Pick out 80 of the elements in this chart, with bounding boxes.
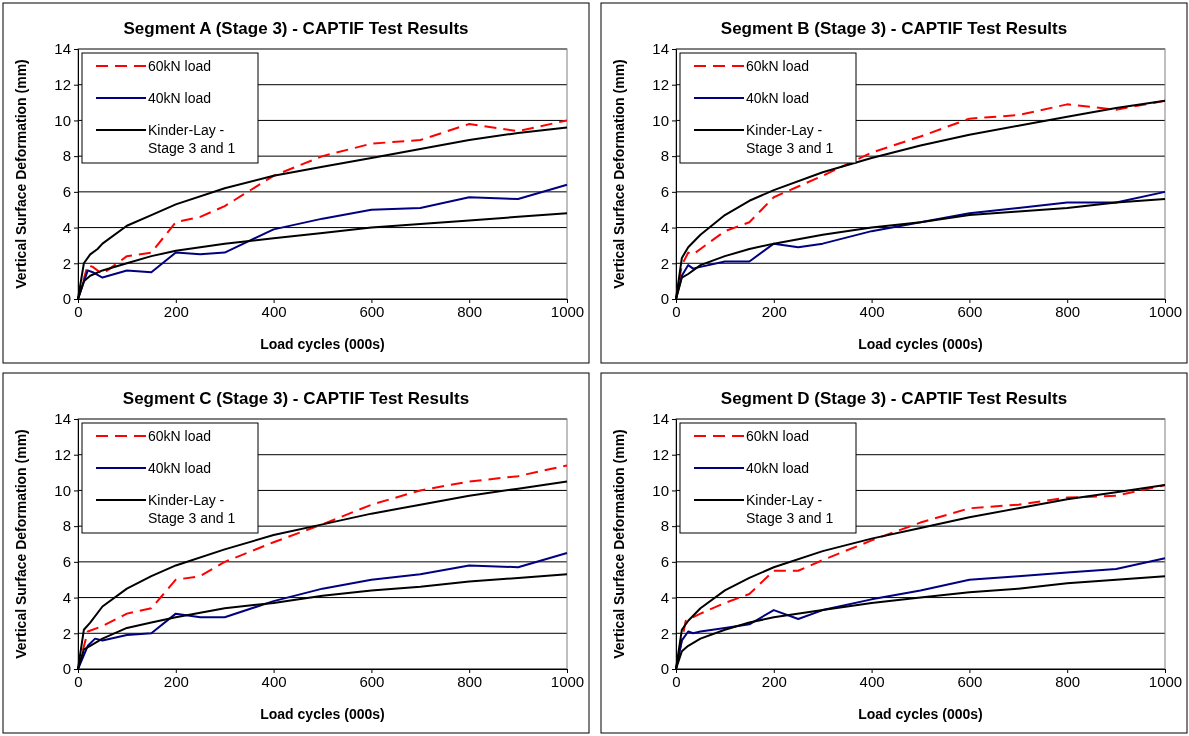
chart-title: Segment A (Stage 3) - CAPTIF Test Results xyxy=(123,19,469,38)
y-tick-label: 10 xyxy=(652,111,669,129)
x-tick-label: 400 xyxy=(859,672,885,690)
chart-title: Segment D (Stage 3) - CAPTIF Test Results xyxy=(720,389,1068,408)
y-tick-label: 12 xyxy=(652,446,669,464)
legend-label: 40kN load xyxy=(148,460,212,476)
x-tick-label: 1000 xyxy=(550,302,585,320)
y-tick-label: 0 xyxy=(62,660,71,678)
x-tick-label: 600 xyxy=(957,302,983,320)
x-tick-label: 200 xyxy=(163,302,189,320)
legend-label: 40kN load xyxy=(746,90,810,106)
x-tick-label: 200 xyxy=(761,672,787,690)
x-tick-label: 1000 xyxy=(1148,302,1183,320)
y-tick-label: 14 xyxy=(54,410,71,428)
y-axis-title: Vertical Surface Deformation (mm) xyxy=(611,429,627,659)
y-axis-title: Vertical Surface Deformation (mm) xyxy=(13,59,29,289)
legend-label: Kinder-Lay - Stage 3 and 1 xyxy=(148,122,236,156)
y-tick-label: 6 xyxy=(660,183,669,201)
x-tick-label: 800 xyxy=(1055,672,1081,690)
y-tick-label: 8 xyxy=(62,517,71,535)
x-tick-label: 600 xyxy=(957,672,983,690)
x-tick-label: 1000 xyxy=(1148,672,1183,690)
x-tick-label: 0 xyxy=(74,672,83,690)
x-axis-title: Load cycles (000s) xyxy=(260,336,385,352)
y-tick-label: 4 xyxy=(660,588,669,606)
legend-label: 60kN load xyxy=(746,58,810,74)
y-tick-label: 8 xyxy=(660,147,669,165)
y-tick-label: 10 xyxy=(54,111,71,129)
x-tick-label: 200 xyxy=(163,672,189,690)
x-tick-label: 200 xyxy=(761,302,787,320)
y-tick-label: 10 xyxy=(652,481,669,499)
x-axis-title: Load cycles (000s) xyxy=(858,706,983,722)
x-tick-label: 1000 xyxy=(550,672,585,690)
legend-label: Kinder-Lay - Stage 3 and 1 xyxy=(148,492,236,526)
x-tick-label: 400 xyxy=(859,302,885,320)
y-tick-label: 12 xyxy=(54,76,71,94)
x-tick-label: 800 xyxy=(457,302,483,320)
x-tick-label: 800 xyxy=(457,672,483,690)
y-tick-label: 4 xyxy=(660,218,669,236)
x-axis-title: Load cycles (000s) xyxy=(858,336,983,352)
legend-label: Kinder-Lay - Stage 3 and 1 xyxy=(746,492,834,526)
y-tick-label: 14 xyxy=(652,410,669,428)
x-tick-label: 400 xyxy=(261,672,287,690)
x-tick-label: 0 xyxy=(74,302,83,320)
y-tick-label: 0 xyxy=(660,290,669,308)
x-tick-label: 600 xyxy=(359,302,385,320)
x-tick-label: 600 xyxy=(359,672,385,690)
y-tick-label: 0 xyxy=(62,290,71,308)
y-tick-label: 2 xyxy=(62,254,71,272)
legend-label: 60kN load xyxy=(148,428,212,444)
x-tick-label: 400 xyxy=(261,302,287,320)
legend-label: 40kN load xyxy=(148,90,212,106)
y-tick-label: 4 xyxy=(62,588,71,606)
y-axis-title: Vertical Surface Deformation (mm) xyxy=(611,59,627,289)
y-tick-label: 14 xyxy=(54,40,71,58)
y-axis-title: Vertical Surface Deformation (mm) xyxy=(13,429,29,659)
y-tick-label: 2 xyxy=(660,254,669,272)
x-tick-label: 800 xyxy=(1055,302,1081,320)
y-tick-label: 0 xyxy=(660,660,669,678)
y-tick-label: 14 xyxy=(652,40,669,58)
chart-title: Segment B (Stage 3) - CAPTIF Test Results xyxy=(720,19,1068,38)
y-tick-label: 8 xyxy=(660,517,669,535)
x-tick-label: 0 xyxy=(672,672,681,690)
y-tick-label: 6 xyxy=(62,553,71,571)
y-tick-label: 4 xyxy=(62,218,71,236)
legend-label: Kinder-Lay - Stage 3 and 1 xyxy=(746,122,834,156)
x-tick-label: 0 xyxy=(672,302,681,320)
y-tick-label: 12 xyxy=(652,76,669,94)
y-tick-label: 8 xyxy=(62,147,71,165)
chart-title: Segment C (Stage 3) - CAPTIF Test Results xyxy=(122,389,470,408)
y-tick-label: 2 xyxy=(660,624,669,642)
y-tick-label: 6 xyxy=(62,183,71,201)
legend-label: 40kN load xyxy=(746,460,810,476)
legend-label: 60kN load xyxy=(746,428,810,444)
y-tick-label: 12 xyxy=(54,446,71,464)
x-axis-title: Load cycles (000s) xyxy=(260,706,385,722)
y-tick-label: 2 xyxy=(62,624,71,642)
y-tick-label: 6 xyxy=(660,553,669,571)
y-tick-label: 10 xyxy=(54,481,71,499)
legend-label: 60kN load xyxy=(148,58,212,74)
